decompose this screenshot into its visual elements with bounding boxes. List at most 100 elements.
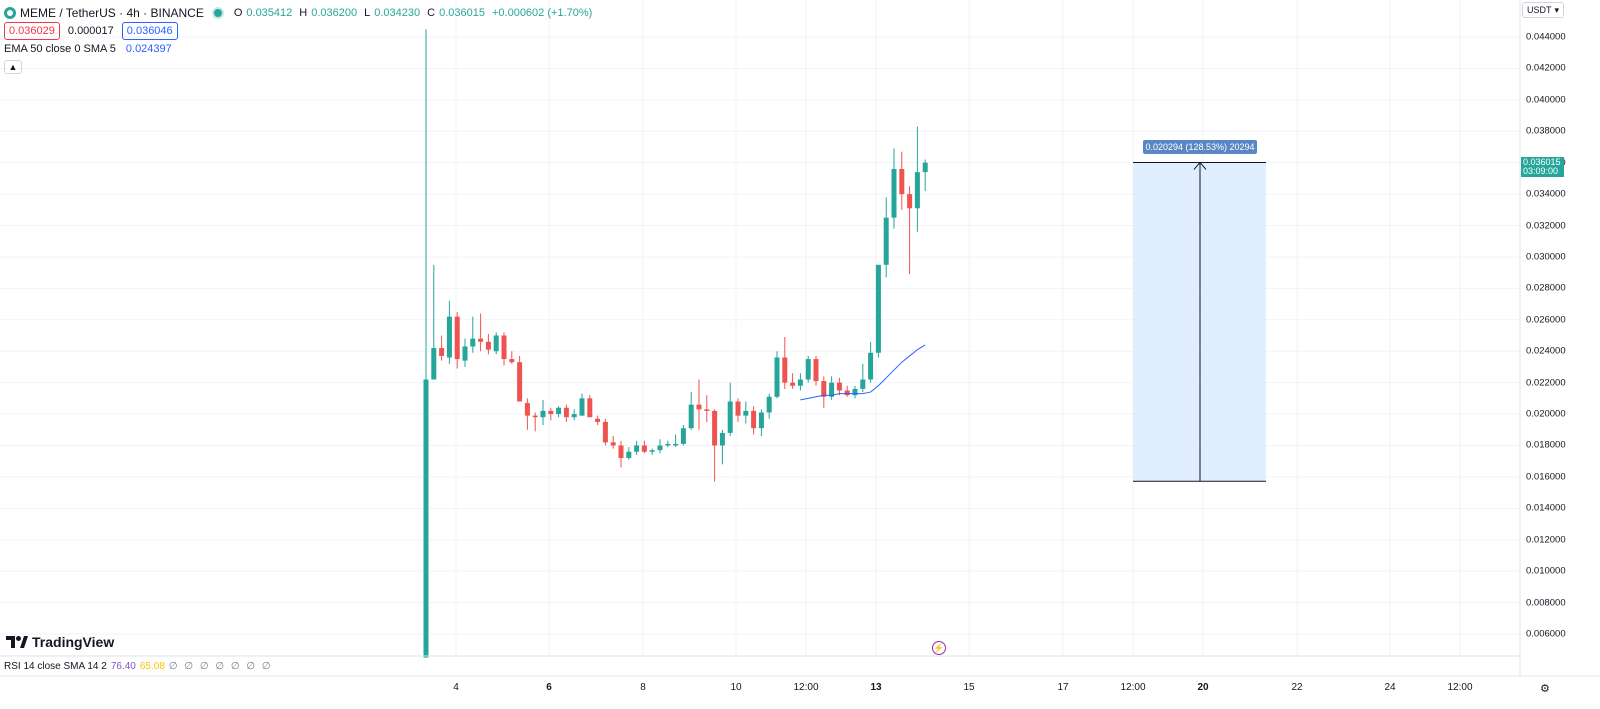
price-scale[interactable]: 0.0440000.0420000.0400000.0380000.036000… <box>1520 0 1600 655</box>
candle[interactable] <box>704 395 710 422</box>
candle[interactable] <box>641 440 647 454</box>
candle[interactable] <box>868 341 874 383</box>
lightning-icon[interactable]: ⚡ <box>932 641 946 655</box>
ema-line[interactable] <box>800 344 926 401</box>
rsi-name[interactable]: RSI 14 close SMA 14 2 <box>4 661 107 672</box>
candle[interactable] <box>657 439 663 454</box>
candle[interactable] <box>875 264 881 358</box>
last-price-value: 0.036015 <box>1523 157 1561 167</box>
currency-label: USDT <box>1527 5 1552 15</box>
candle[interactable] <box>852 385 858 399</box>
candle-body <box>751 410 757 429</box>
candle[interactable] <box>727 382 733 437</box>
candle[interactable] <box>446 300 452 364</box>
candle[interactable] <box>719 429 725 465</box>
candle[interactable] <box>634 440 640 455</box>
candle[interactable] <box>899 151 905 210</box>
candle[interactable] <box>836 377 842 396</box>
candle[interactable] <box>618 440 624 468</box>
candle[interactable] <box>712 409 718 482</box>
candle[interactable] <box>665 440 671 448</box>
candle[interactable] <box>517 355 523 402</box>
candle[interactable] <box>571 409 577 421</box>
candle-body <box>883 217 889 265</box>
buy-price-button[interactable]: 0.036046 <box>121 22 178 40</box>
candle[interactable] <box>501 332 507 366</box>
candle[interactable] <box>462 338 468 367</box>
candle[interactable] <box>509 351 515 364</box>
candle-body <box>899 168 905 195</box>
candle[interactable] <box>454 311 460 369</box>
candle[interactable] <box>493 332 499 355</box>
candle[interactable] <box>805 355 811 383</box>
candle-body <box>579 398 585 416</box>
candle-body <box>790 382 796 386</box>
candle[interactable] <box>470 316 476 353</box>
candle[interactable] <box>829 376 835 400</box>
candle[interactable] <box>579 393 585 416</box>
tradingview-logo[interactable]: TradingView <box>6 634 114 650</box>
candle[interactable] <box>797 373 803 391</box>
sell-price-button[interactable]: 0.036029 <box>4 22 60 40</box>
price-tick-label: 0.006000 <box>1526 628 1566 640</box>
candle[interactable] <box>540 399 546 426</box>
candle[interactable] <box>821 376 827 408</box>
candle-body <box>626 451 632 459</box>
candle[interactable] <box>439 335 445 361</box>
candle[interactable] <box>423 29 429 658</box>
candle[interactable] <box>602 418 608 446</box>
candle[interactable] <box>751 406 757 435</box>
candle[interactable] <box>922 159 928 191</box>
symbol-title[interactable]: MEME / TetherUS · 4h · BINANCE <box>20 6 204 20</box>
candle[interactable] <box>595 415 601 426</box>
price-tick-label: 0.014000 <box>1526 502 1566 514</box>
time-tick-label: 4 <box>453 682 459 693</box>
candle[interactable] <box>696 379 702 430</box>
candle[interactable] <box>774 351 780 399</box>
candle[interactable] <box>431 264 437 380</box>
candle[interactable] <box>782 337 788 389</box>
candle[interactable] <box>743 401 749 424</box>
candle-body <box>470 338 476 347</box>
collapse-legend-button[interactable]: ▲ <box>4 60 22 74</box>
candle-body <box>556 407 562 415</box>
candle[interactable] <box>844 385 850 397</box>
candle[interactable] <box>790 373 796 389</box>
candle[interactable] <box>813 355 819 386</box>
candle[interactable] <box>688 392 694 430</box>
candle-body <box>712 410 718 446</box>
candle[interactable] <box>478 313 484 352</box>
candle[interactable] <box>649 448 655 455</box>
candle[interactable] <box>524 398 530 430</box>
currency-select[interactable]: USDT ▾ <box>1522 2 1564 18</box>
last-price-label: 0.036015 03:09:00 <box>1521 157 1564 177</box>
candle[interactable] <box>626 447 632 460</box>
candle[interactable] <box>758 409 764 437</box>
candle[interactable] <box>680 425 686 446</box>
measure-label[interactable]: 0.020294 (128.53%) 20294 <box>1143 140 1257 154</box>
candle[interactable] <box>556 406 562 418</box>
candle-body <box>821 381 827 397</box>
candle[interactable] <box>548 407 554 421</box>
candle[interactable] <box>610 436 616 449</box>
candle[interactable] <box>735 398 741 422</box>
candle[interactable] <box>485 333 491 355</box>
settings-gear-icon[interactable]: ⚙ <box>1540 683 1550 695</box>
candle-body <box>914 172 920 209</box>
candle[interactable] <box>860 363 866 393</box>
rsi-legend[interactable]: RSI 14 close SMA 14 2 76.40 65.08 ∅ ∅ ∅ … <box>4 661 273 672</box>
candle[interactable] <box>673 434 679 448</box>
candle[interactable] <box>914 126 920 232</box>
indicator-row[interactable]: EMA 50 close 0 SMA 5 0.024397 <box>4 40 592 58</box>
candles[interactable] <box>423 29 928 658</box>
candle[interactable] <box>907 186 913 275</box>
candle[interactable] <box>891 148 897 229</box>
candle[interactable] <box>563 404 569 422</box>
indicator-name[interactable]: EMA 50 close 0 SMA 5 <box>4 43 116 55</box>
candle[interactable] <box>532 412 538 432</box>
candle[interactable] <box>883 197 889 278</box>
candle[interactable] <box>587 395 593 418</box>
candle-body <box>805 359 811 380</box>
candle[interactable] <box>766 393 772 419</box>
